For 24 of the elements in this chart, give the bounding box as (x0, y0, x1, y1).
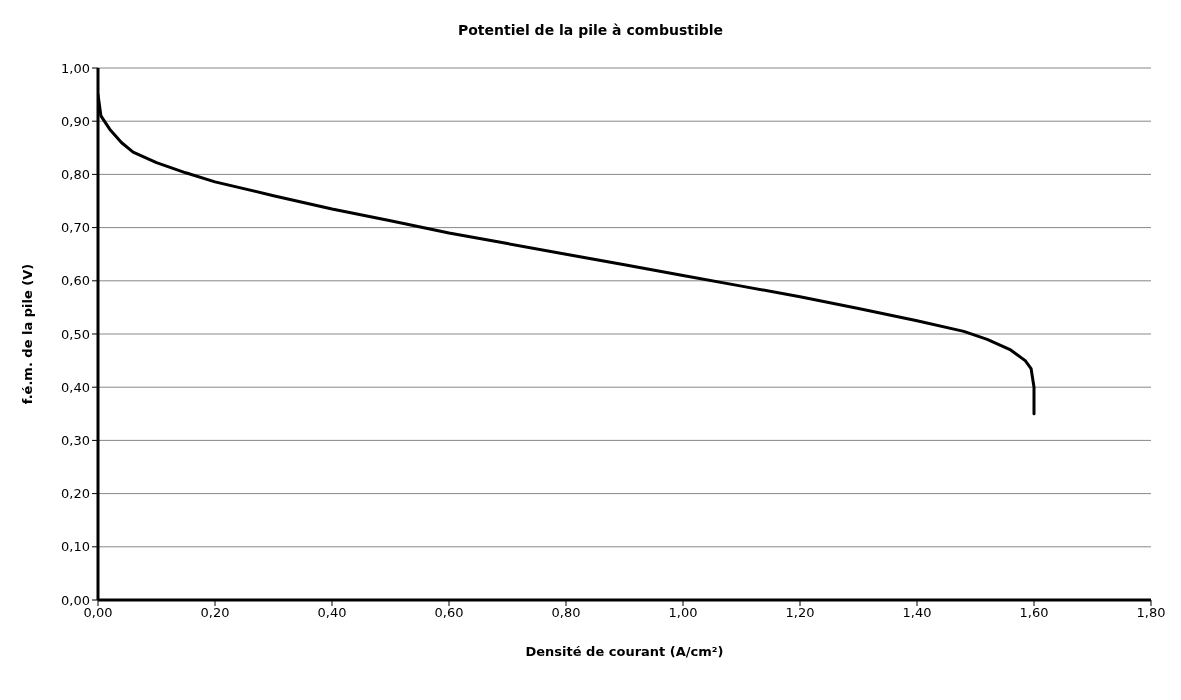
chart-title: Potentiel de la pile à combustible (456, 22, 725, 38)
x-tick-label: 1,80 (1136, 605, 1166, 621)
y-tick-label: 0,00 (61, 592, 90, 608)
y-tick-label: 0,80 (61, 167, 90, 183)
y-tick-label: 0,90 (61, 113, 90, 129)
y-tick-label: 0,20 (61, 486, 90, 502)
y-tick-label: 0,10 (61, 539, 90, 555)
x-tick-label: 0,40 (317, 605, 347, 621)
x-tick-label: 1,40 (902, 605, 932, 621)
x-tick-label: 1,00 (668, 605, 698, 621)
x-tick-label: 1,60 (1019, 605, 1049, 621)
y-tick-label: 1,00 (61, 60, 90, 76)
x-tick-label: 0,80 (551, 605, 581, 621)
x-tick-label: 0,00 (83, 605, 113, 621)
y-tick-label: 0,60 (61, 273, 90, 289)
x-tick-label: 0,60 (434, 605, 464, 621)
x-axis-title: Densité de courant (A/cm²) (525, 644, 724, 659)
x-tick-label: 1,20 (785, 605, 815, 621)
y-tick-label: 0,40 (61, 379, 90, 395)
y-tick-label: 0,50 (61, 326, 90, 342)
y-tick-label: 0,70 (61, 220, 90, 236)
y-tick-label: 0,30 (61, 433, 90, 449)
y-axis-title: f.é.m. de la pile (V) (20, 263, 35, 405)
x-tick-label: 0,20 (200, 605, 230, 621)
